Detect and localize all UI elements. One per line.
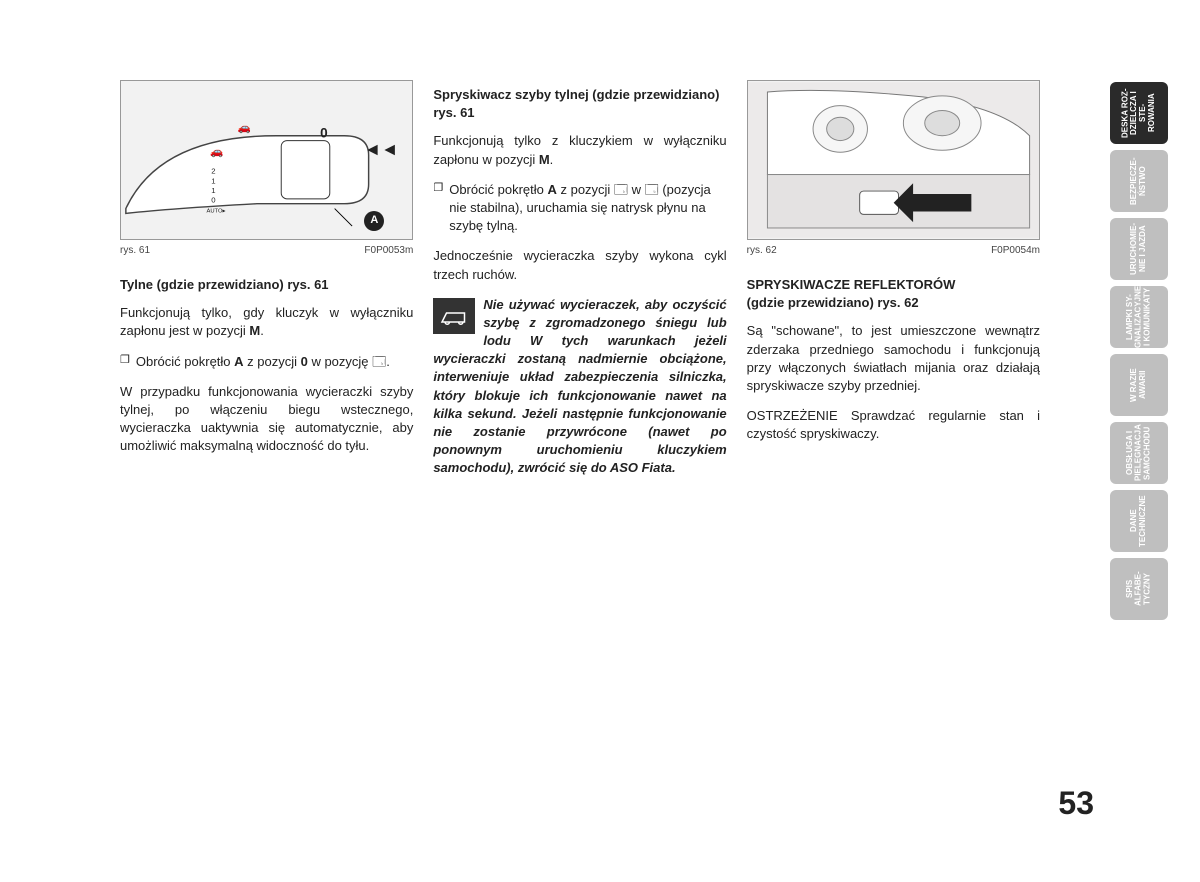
col3-p1: Są "schowane", to jest umieszczone wewną…	[747, 322, 1040, 395]
column-3: rys. 62 F0P0054m SPRYSKIWACZE REFLEKTORÓ…	[747, 80, 1040, 478]
col2-heading: Spryskiwacz szyby tylnej (gdzie przewidz…	[433, 86, 726, 122]
svg-text:0: 0	[211, 196, 215, 205]
warning-icon	[433, 298, 475, 334]
headlamp-illustration	[748, 81, 1039, 239]
col3-heading: SPRYSKIWACZE REFLEKTORÓW (gdzie przewidz…	[747, 276, 1040, 312]
warning-text: Nie używać wycieraczek, aby oczyścić szy…	[433, 297, 726, 476]
svg-text:0: 0	[320, 126, 328, 141]
fig62-left: rys. 62	[747, 244, 777, 258]
col1-p1: Funkcjonują tylko, gdy kluczyk w wyłączn…	[120, 304, 413, 340]
side-tab[interactable]: OBSŁUGA I PIELĘGNACJA SAMOCHODU	[1110, 422, 1168, 484]
col1-bullet: Obrócić pokrętło A z pozycji 0 w pozycję…	[120, 353, 413, 371]
col2-p2: Jednocześnie wycieraczka szyby wykona cy…	[433, 247, 726, 283]
side-tab[interactable]: LAMPKI SY- GNALIZACYJNE I KOMUNIKATY	[1110, 286, 1168, 348]
page-number: 53	[1058, 785, 1094, 822]
fig-right: F0P0053m	[364, 244, 413, 258]
column-2: Spryskiwacz szyby tylnej (gdzie przewidz…	[433, 80, 726, 478]
svg-text:2: 2	[211, 167, 215, 176]
side-tab[interactable]: BEZPIECZE- ŃSTWO	[1110, 150, 1168, 212]
svg-text:🚗: 🚗	[210, 146, 223, 158]
fig62-right: F0P0054m	[991, 244, 1040, 258]
fig-left: rys. 61	[120, 244, 150, 258]
svg-text:AUTO▸: AUTO▸	[206, 208, 225, 214]
side-tabs: DESKA ROZ- DZIELCZA I STE- ROWANIA BEZPIE…	[1110, 82, 1168, 620]
figure-62	[747, 80, 1040, 240]
svg-text:🚗: 🚗	[238, 122, 251, 134]
svg-text:1: 1	[211, 176, 215, 185]
col3-p2: OSTRZEŻENIE Sprawdzać regularnie stan i …	[747, 407, 1040, 443]
side-tab[interactable]: DANE TECHNICZNE	[1110, 490, 1168, 552]
side-tab[interactable]: SPIS ALFABE- TYCZNY	[1110, 558, 1168, 620]
column-1: 0 ◄◄ 🚗 🚗 2 1 1 0 AUTO▸ A rys. 61 F0P0053…	[120, 80, 413, 478]
figure-62-caption: rys. 62 F0P0054m	[747, 244, 1040, 258]
col1-p2: W przypadku funkcjonowania wycieraczki s…	[120, 383, 413, 456]
col2-p1: Funkcjonują tylko z kluczykiem w wyłączn…	[433, 132, 726, 168]
side-tab[interactable]: URUCHOMIE- NIE I JAZDA	[1110, 218, 1168, 280]
svg-text:1: 1	[211, 186, 215, 195]
col2-bullet: Obrócić pokrętło A z pozycji 🗔 w 🗔 (pozy…	[433, 181, 726, 236]
side-tab[interactable]: DESKA ROZ- DZIELCZA I STE- ROWANIA	[1110, 82, 1168, 144]
col1-heading: Tylne (gdzie przewidziano) rys. 61	[120, 276, 413, 294]
svg-text:◄◄: ◄◄	[364, 139, 399, 159]
figure-61-caption: rys. 61 F0P0053m	[120, 244, 413, 258]
warning-box: Nie używać wycieraczek, aby oczyścić szy…	[433, 296, 726, 478]
side-tab[interactable]: W RAZIE AWARII	[1110, 354, 1168, 416]
figure-61: 0 ◄◄ 🚗 🚗 2 1 1 0 AUTO▸ A	[120, 80, 413, 240]
